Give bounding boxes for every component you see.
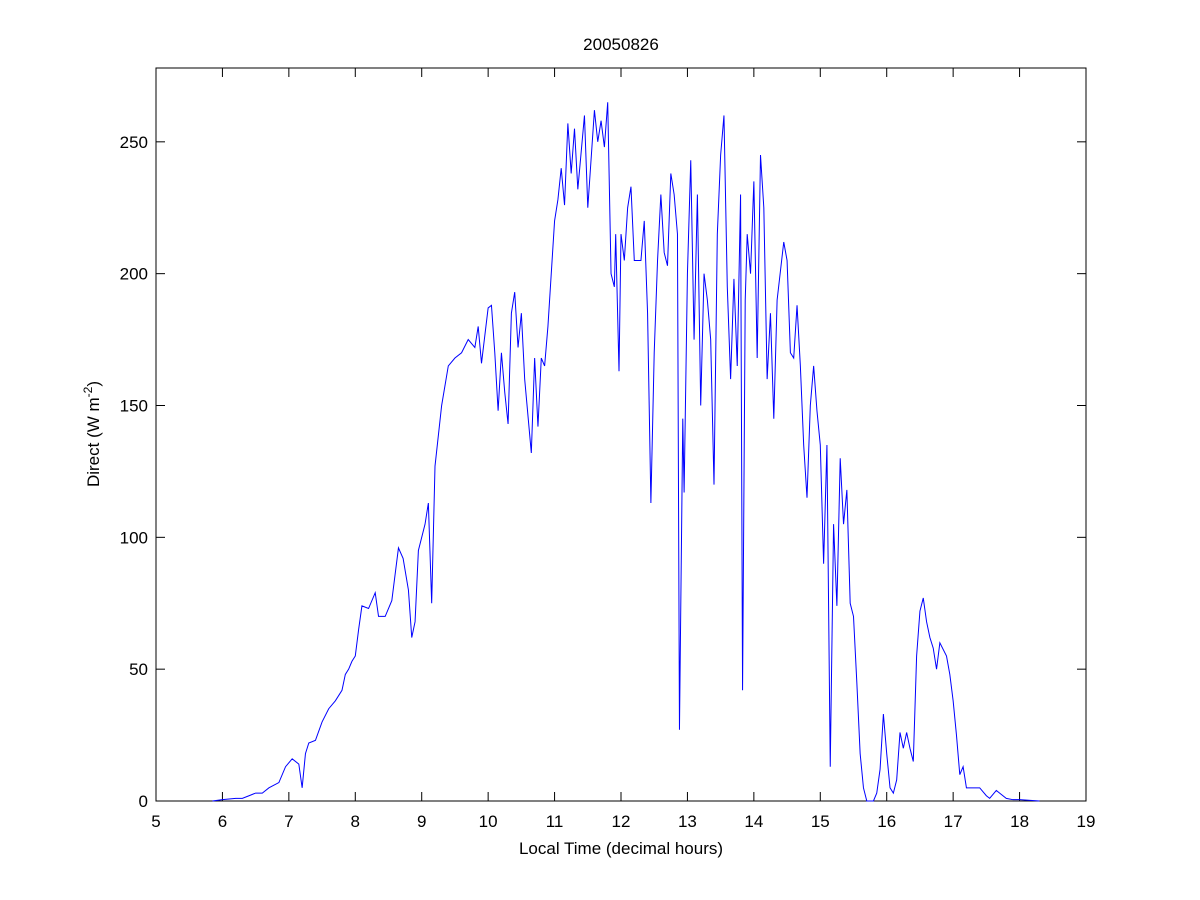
- y-tick-label: 100: [120, 528, 148, 547]
- x-tick-label: 5: [151, 812, 160, 831]
- y-tick-label: 50: [129, 660, 148, 679]
- y-axis-label: Direct (W m-2): [81, 381, 103, 487]
- y-axis-label-sup: -2: [81, 386, 95, 397]
- y-tick-label: 200: [120, 265, 148, 284]
- x-tick-label: 7: [284, 812, 293, 831]
- x-tick-label: 10: [479, 812, 498, 831]
- x-axis-label: Local Time (decimal hours): [519, 839, 723, 858]
- x-tick-label: 19: [1077, 812, 1096, 831]
- x-tick-label: 18: [1010, 812, 1029, 831]
- x-tick-label: 17: [944, 812, 963, 831]
- x-tick-label: 8: [351, 812, 360, 831]
- y-tick-label: 150: [120, 396, 148, 415]
- x-tick-label: 15: [811, 812, 830, 831]
- x-tick-label: 9: [417, 812, 426, 831]
- x-tick-label: 12: [612, 812, 631, 831]
- x-tick-label: 6: [218, 812, 227, 831]
- chart-title: 20050826: [583, 35, 659, 54]
- x-tick-label: 16: [877, 812, 896, 831]
- x-tick-label: 11: [546, 812, 564, 831]
- y-tick-label: 250: [120, 133, 148, 152]
- x-tick-label: 13: [678, 812, 697, 831]
- y-axis-label-end: ): [84, 381, 103, 387]
- plot-frame: [155, 67, 1087, 802]
- data-line: [212, 102, 1040, 802]
- x-tick-label: 14: [744, 812, 763, 831]
- y-axis-label-main: Direct (W m: [84, 397, 103, 487]
- y-tick-label: 0: [139, 792, 148, 811]
